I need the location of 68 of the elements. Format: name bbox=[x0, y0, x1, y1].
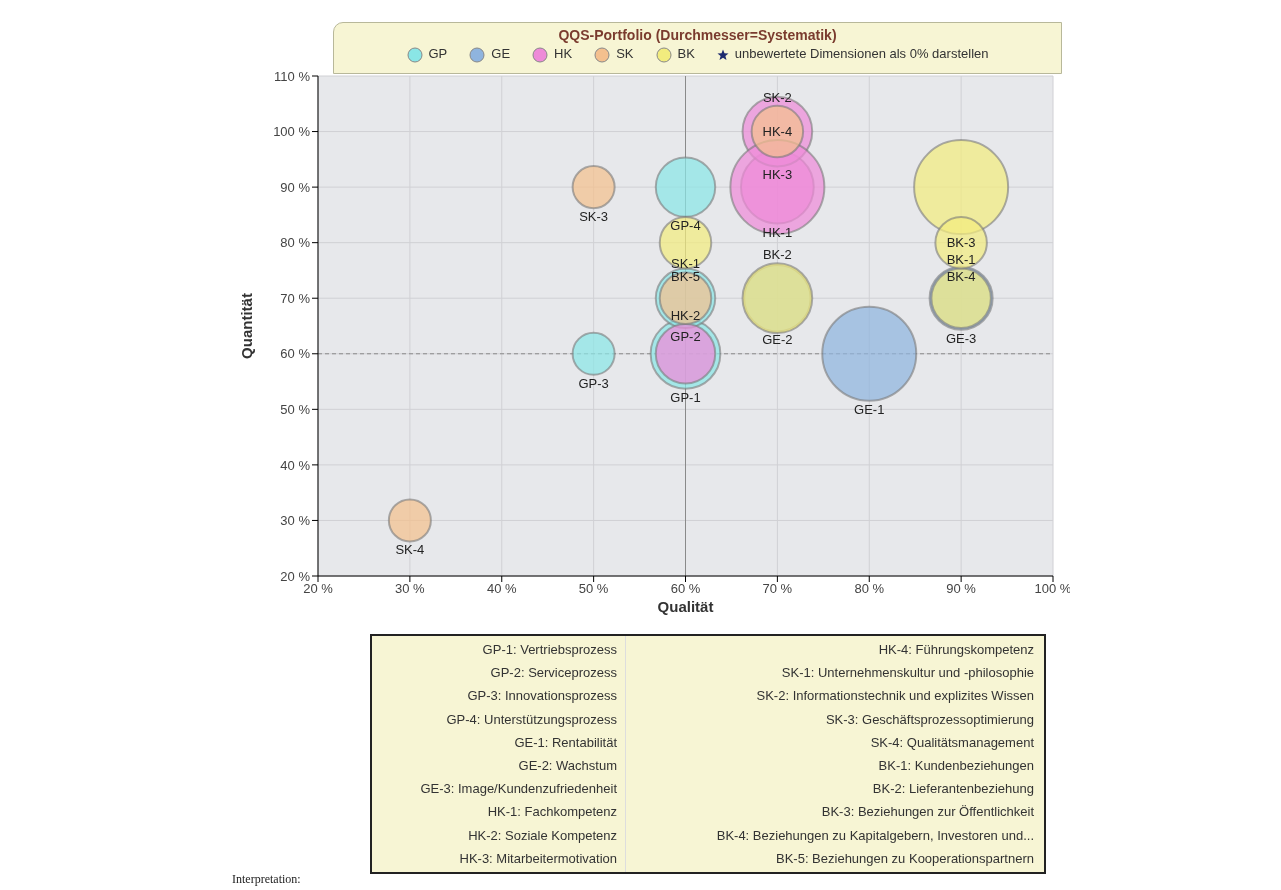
legend-label: GE bbox=[490, 46, 511, 61]
x-tick-label: 20 % bbox=[303, 581, 334, 597]
data-label: GP-2 bbox=[670, 328, 701, 344]
text: GE-3: Image/Kundenzufriedenheit bbox=[419, 780, 617, 799]
x-tick-label: 70 % bbox=[762, 581, 793, 597]
text: SK-1: Unternehmenskultur und -philosophie bbox=[780, 664, 1034, 683]
text: HK-4: Führungskompetenz bbox=[877, 641, 1034, 659]
x-tick-label: 50 % bbox=[578, 581, 609, 597]
data-label: GP-4 bbox=[670, 217, 701, 233]
text: BK-2: Lieferantenbeziehung bbox=[871, 780, 1034, 799]
data-label: HK-3 bbox=[762, 167, 793, 183]
x-tick-label: 90 % bbox=[946, 581, 977, 597]
y-tick-label: 20 % bbox=[280, 568, 311, 584]
y-tick-label: 70 % bbox=[280, 290, 311, 306]
data-label: BK-4 bbox=[946, 269, 976, 285]
y-tick-label: 100 % bbox=[273, 124, 311, 140]
y-axis-title: Quantität bbox=[238, 293, 255, 359]
text: GP-3: Innovationsprozess bbox=[466, 687, 617, 706]
text: GP-2: Serviceprozess bbox=[489, 664, 617, 683]
text: HK-3: Mitarbeitermotivation bbox=[458, 849, 617, 868]
data-label: SK-3 bbox=[579, 209, 609, 225]
y-tick-label: 60 % bbox=[280, 346, 311, 362]
data-label: BK-5 bbox=[671, 269, 700, 285]
data-label: SK-2 bbox=[762, 89, 792, 105]
text: SK-2: Informationstechnik und explizites Wissen bbox=[755, 687, 1034, 706]
x-tick-label: 30 % bbox=[395, 581, 426, 597]
data-label: GP-1 bbox=[670, 389, 701, 405]
data-label: GE-3 bbox=[945, 330, 977, 346]
y-tick-label: 90 % bbox=[280, 179, 311, 195]
data-label: HK-2 bbox=[670, 308, 701, 324]
data-label: SK-4 bbox=[395, 542, 425, 558]
data-label: HK-4 bbox=[762, 124, 793, 140]
legend-label: HK bbox=[553, 46, 573, 61]
legend-label: BK bbox=[676, 46, 695, 61]
data-label: BK-3 bbox=[946, 235, 976, 251]
text: HK-1: Fachkompetenz bbox=[486, 803, 617, 822]
data-label: HK-1 bbox=[762, 224, 793, 240]
data-label: GE-2 bbox=[762, 332, 793, 348]
data-label: SK-1 bbox=[671, 256, 700, 272]
y-tick-label: 80 % bbox=[280, 235, 311, 251]
text: BK-1: Kundenbeziehungen bbox=[877, 757, 1034, 775]
x-axis-title: Qualität bbox=[657, 598, 714, 615]
data-label: BK-2 bbox=[762, 247, 792, 263]
text: BK-4: Beziehungen zu Kapitalgebern, Investoren und... bbox=[715, 826, 1034, 845]
text: GP-1: Vertriebsprozess bbox=[481, 641, 617, 659]
y-tick-label: 110 % bbox=[274, 68, 311, 84]
data-label: GE-1 bbox=[854, 401, 885, 417]
legend-label: SK bbox=[615, 46, 634, 61]
y-tick-label: 30 % bbox=[280, 513, 311, 529]
legend-label: GP bbox=[427, 46, 448, 61]
text: Interpretation: bbox=[232, 872, 301, 887]
x-tick-label: 60 % bbox=[670, 581, 701, 597]
chart-title: QQS-Portfolio (Durchmesser=Systematik) bbox=[557, 27, 838, 43]
text: unbewertete Dimensionen als 0% darstellen bbox=[733, 46, 989, 61]
x-tick-label: 80 % bbox=[854, 581, 885, 597]
text: GE-1: Rentabilität bbox=[513, 733, 617, 752]
data-label: GP-3 bbox=[578, 375, 609, 391]
data-label: BK-1 bbox=[946, 252, 976, 268]
text: HK-2: Soziale Kompetenz bbox=[467, 826, 617, 845]
x-tick-label: 40 % bbox=[486, 581, 517, 597]
text: SK-3: Geschäftsprozessoptimierung bbox=[824, 710, 1034, 729]
text: SK-4: Qualitätsmanagement bbox=[869, 733, 1034, 752]
text: BK-5: Beziehungen zu Kooperationspartnern bbox=[775, 849, 1034, 868]
text: GP-4: Unterstützungsprozess bbox=[445, 710, 617, 729]
text: BK-3: Beziehungen zur Öffentlichkeit bbox=[820, 803, 1034, 822]
y-tick-label: 40 % bbox=[280, 457, 311, 473]
text: GE-2: Wachstum bbox=[517, 757, 617, 775]
y-tick-label: 50 % bbox=[280, 401, 311, 417]
